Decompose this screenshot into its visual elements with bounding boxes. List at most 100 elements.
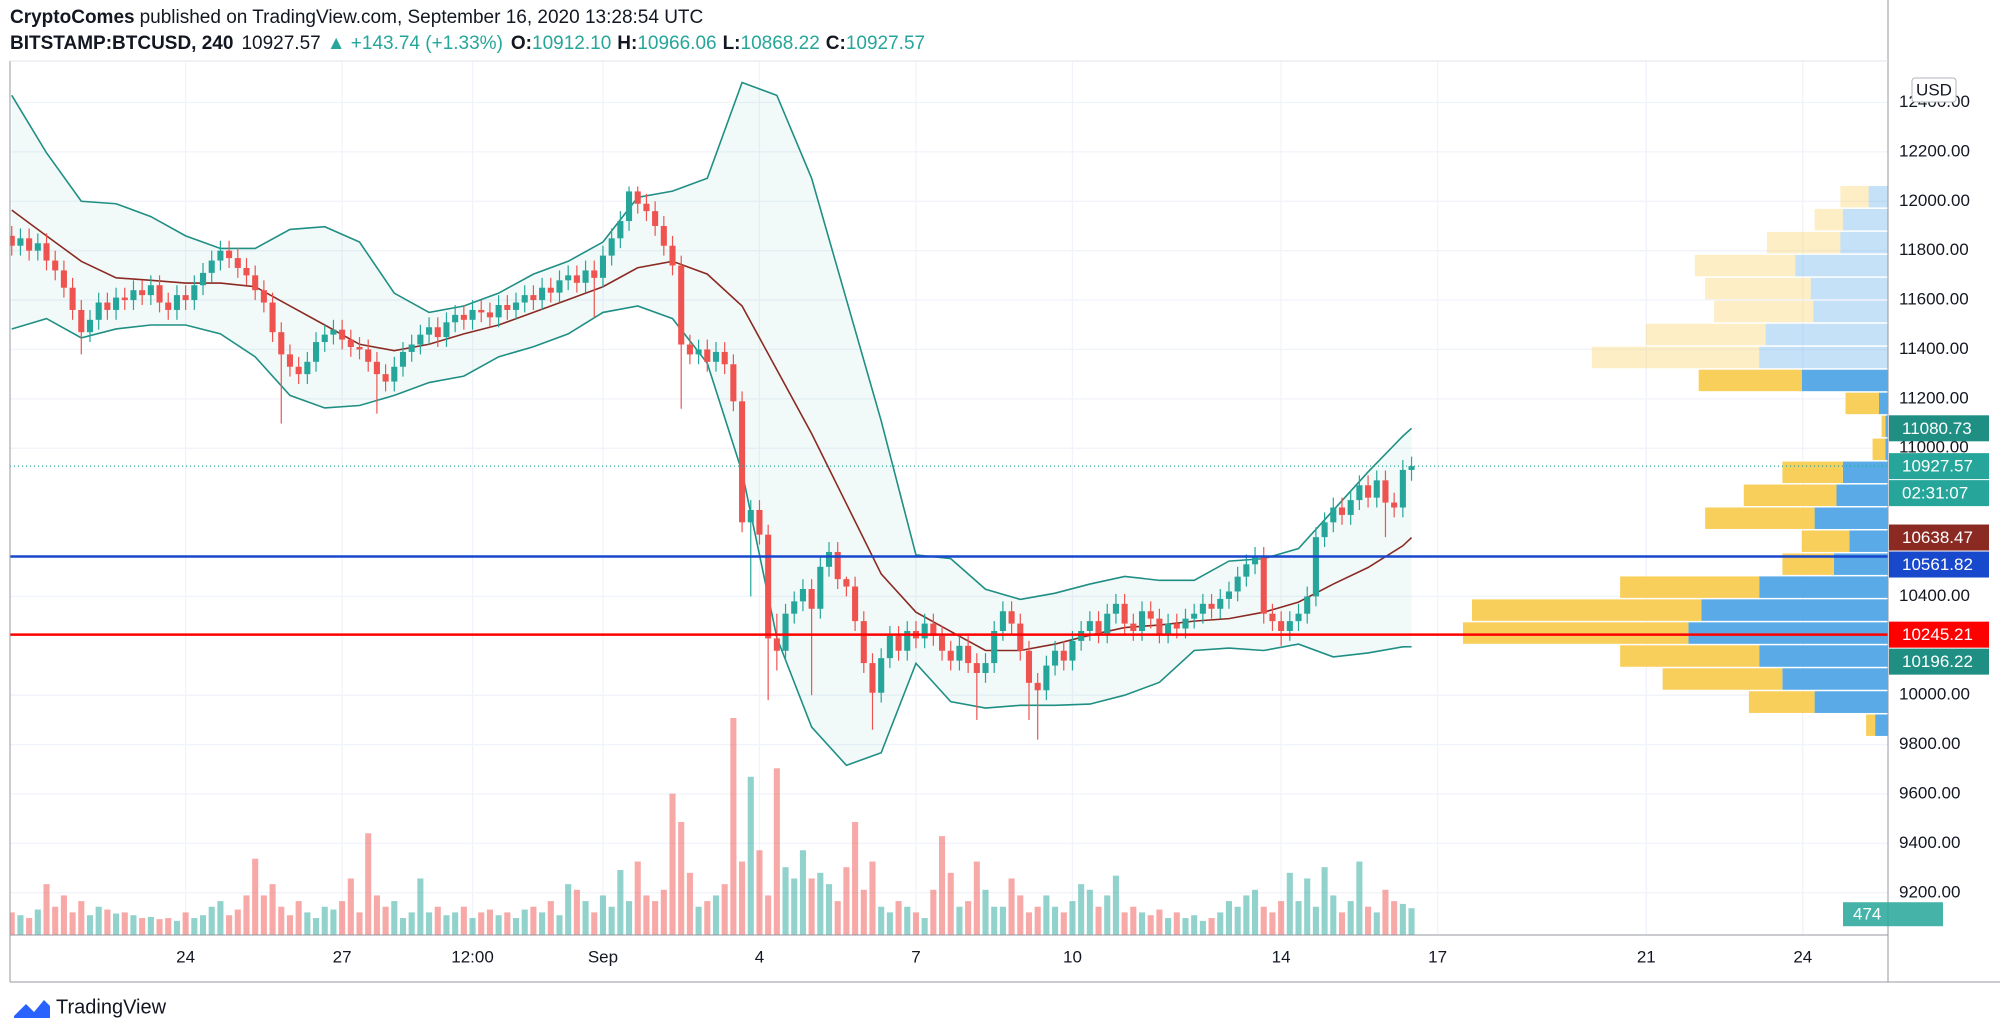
volume-bar	[434, 906, 441, 935]
candle-body	[617, 221, 624, 239]
candle-body	[1365, 485, 1372, 498]
volume-bar	[1382, 889, 1389, 935]
volume-bar	[182, 912, 189, 935]
currency: USD	[1916, 80, 1952, 99]
volume-bar	[1225, 901, 1233, 935]
change: ▲ +143.74 (+1.33%)	[327, 33, 503, 54]
candle-body	[1121, 603, 1128, 624]
volume-bar	[1069, 901, 1076, 935]
volume-bar	[60, 895, 67, 935]
volume-bar	[1138, 912, 1146, 935]
volume-bar	[843, 867, 850, 935]
ohlc-label: L:	[723, 33, 741, 54]
candle-body	[652, 211, 659, 226]
candle-body	[869, 663, 876, 693]
volume-bar	[565, 884, 572, 935]
volume-bar	[1312, 906, 1319, 935]
candle-body	[217, 250, 224, 261]
volume-bar	[712, 895, 720, 935]
candle-body	[365, 349, 372, 362]
candle-body	[1382, 480, 1389, 503]
ohlc-value: 10912.10	[532, 33, 611, 54]
y-tick-label: 10000.00	[1899, 685, 1970, 704]
price-badge	[1889, 453, 1989, 480]
volume-bar	[695, 906, 702, 935]
candle-body	[947, 650, 954, 661]
price-badge	[1889, 621, 1989, 648]
volume-bar	[573, 889, 580, 935]
candle-body	[1173, 623, 1180, 629]
volume-bar	[365, 833, 372, 935]
candle-body	[182, 295, 189, 301]
candle-body	[825, 551, 833, 567]
volume-bar	[643, 895, 650, 935]
volume-bar	[1017, 895, 1024, 935]
volume-bar	[547, 901, 554, 935]
candle-body	[1138, 611, 1146, 631]
volume-bar	[382, 906, 389, 935]
volume-bar	[1321, 867, 1328, 935]
volume-bar	[356, 912, 363, 935]
volume-bar	[339, 901, 346, 935]
candle-body	[43, 243, 50, 261]
profile-up	[1849, 530, 1888, 552]
volume-bar	[921, 918, 928, 935]
candle-body	[478, 309, 485, 313]
volume-bar	[113, 913, 120, 935]
candle-body	[626, 191, 633, 222]
volume-bar	[947, 872, 954, 935]
grid	[10, 61, 1888, 935]
volume-bar	[869, 861, 876, 935]
volume-bar	[208, 906, 215, 935]
band-fill	[11, 82, 1412, 766]
candle-body	[965, 645, 972, 664]
candle-body	[208, 260, 215, 273]
volume-bar	[1086, 889, 1093, 935]
candle-body	[243, 267, 250, 276]
volume-bar	[391, 901, 398, 935]
candle-body	[739, 401, 746, 523]
volume-bar	[260, 895, 267, 935]
volume-bar	[1408, 908, 1415, 935]
volume-bar	[556, 915, 563, 935]
candle-body	[1095, 621, 1102, 634]
volume-bar	[1191, 915, 1198, 935]
candle-body	[721, 351, 728, 365]
candle-body	[1086, 621, 1093, 631]
volume-bar	[86, 915, 94, 935]
candle-body	[808, 589, 815, 609]
volume-bar	[930, 889, 937, 935]
volume-bar	[965, 901, 972, 935]
candle-body	[469, 309, 476, 320]
volume-bar	[269, 884, 276, 935]
volume-bar	[626, 901, 633, 935]
candle-body	[286, 354, 294, 367]
volume-bar	[10, 912, 15, 935]
volume-bar	[1156, 909, 1163, 935]
candle-body	[191, 285, 198, 301]
volume-bar	[1208, 918, 1215, 935]
candle-body	[1104, 613, 1111, 634]
candle-body	[1078, 630, 1085, 641]
candle-body	[1312, 537, 1319, 597]
volume-bar	[895, 901, 902, 935]
price-badge-label: 10561.82	[1902, 555, 1973, 574]
candle-body	[156, 285, 163, 303]
candle-body	[321, 334, 328, 343]
publish-line: CryptoComes published on TradingView.com,…	[10, 7, 703, 28]
profile-down	[1801, 530, 1850, 552]
candle-body	[121, 297, 128, 301]
volume-bar	[817, 872, 824, 935]
candle-body	[495, 304, 502, 318]
volume-bar	[991, 906, 998, 935]
candle-body	[452, 314, 459, 323]
volume-bar	[321, 906, 328, 935]
candle-body	[1338, 507, 1346, 515]
volume-bar	[313, 918, 320, 935]
volume-bar	[582, 901, 589, 935]
candle-body	[973, 663, 980, 673]
volume-bar	[34, 909, 41, 935]
candle-body	[10, 235, 15, 246]
volume-bar	[704, 901, 711, 935]
profile-down	[1705, 277, 1811, 300]
